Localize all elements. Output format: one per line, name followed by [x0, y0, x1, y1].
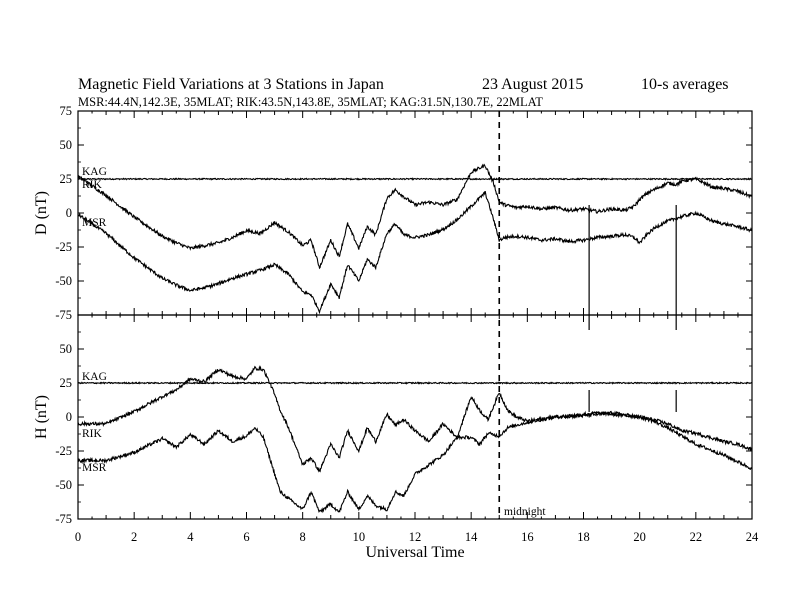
x-tick-label: 22 [690, 530, 703, 544]
x-tick-label: 6 [243, 530, 249, 544]
x-tick-label: 16 [521, 530, 534, 544]
series-label-msr: MSR [82, 462, 107, 474]
series-line-msr [77, 190, 753, 315]
y-axis-label-h: H (nT) [33, 395, 50, 439]
y-tick-label: 50 [60, 138, 73, 152]
series-line-msr [77, 410, 753, 514]
x-tick-label: 20 [633, 530, 646, 544]
y-tick-label: -25 [55, 240, 72, 254]
x-tick-label: 14 [465, 530, 478, 544]
x-tick-label: 18 [577, 530, 590, 544]
y-tick-label: -75 [55, 308, 72, 322]
chart-averaging: 10-s averages [641, 76, 729, 93]
series-label-rik: RIK [82, 428, 103, 440]
y-tick-label: 25 [60, 172, 73, 186]
series-label-kag: KAG [82, 371, 107, 383]
x-tick-label: 10 [353, 530, 366, 544]
midnight-label: midnight [504, 506, 546, 518]
x-tick-label: 12 [409, 530, 422, 544]
series-label-rik: RIK [82, 179, 103, 191]
x-tick-label: 24 [746, 530, 759, 544]
panel-frame [77, 110, 753, 316]
y-tick-label: -50 [55, 478, 72, 492]
series-line-kag [77, 381, 753, 385]
chart-date: 23 August 2015 [482, 76, 583, 93]
x-tick-label: 0 [75, 530, 81, 544]
y-tick-label: -75 [55, 512, 72, 526]
station-info: MSR:44.4N,142.3E, 35MLAT; RIK:43.5N,143.… [78, 95, 543, 109]
y-tick-label: 75 [60, 104, 73, 118]
x-tick-label: 2 [131, 530, 137, 544]
chart-title: Magnetic Field Variations at 3 Stations … [78, 76, 384, 93]
panel-frame [77, 314, 753, 520]
y-tick-label: -50 [55, 274, 72, 288]
series-label-msr: MSR [82, 217, 107, 229]
y-tick-label: -25 [55, 444, 72, 458]
y-tick-label: 25 [60, 376, 73, 390]
y-axis-label-d: D (nT) [33, 191, 50, 235]
y-tick-label: 0 [66, 206, 72, 220]
x-tick-label: 4 [187, 530, 194, 544]
y-tick-label: 0 [66, 410, 72, 424]
y-tick-label: 50 [60, 342, 73, 356]
series-line-kag [77, 177, 753, 181]
series-line-rik [77, 163, 753, 270]
x-axis-label: Universal Time [365, 544, 464, 561]
x-tick-label: 8 [300, 530, 306, 544]
series-label-kag: KAG [82, 166, 107, 178]
